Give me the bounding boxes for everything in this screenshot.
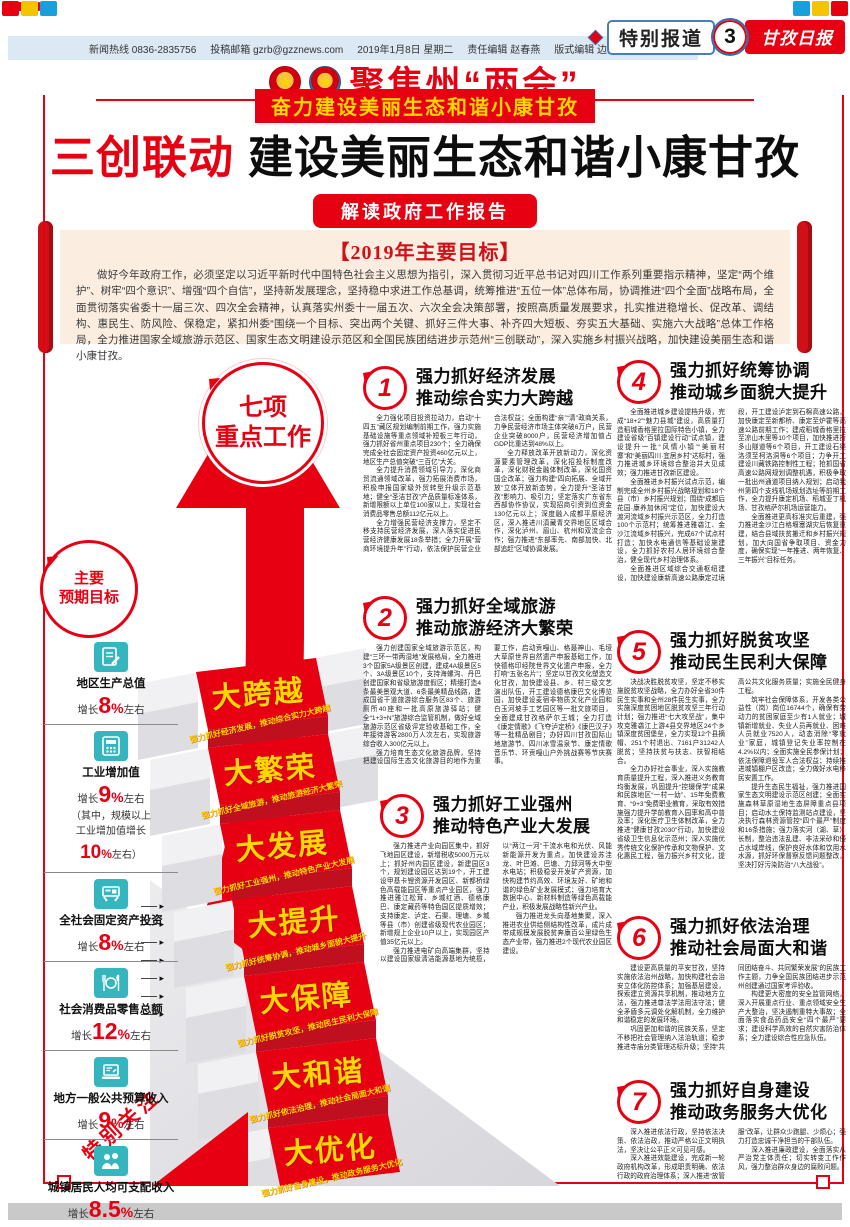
article-body: 强力推进产业向园区集中，抓好飞地园区建设，新增税收5000万元以上；抓好州内园区… <box>380 843 612 964</box>
article-2: 2 强力抓好全域旅游 推动旅游经济大繁荣 强力创建国家全域旅游示范区，构建“三环一… <box>363 596 612 792</box>
article-body: 全力强化项目投资拉动力，启动“十四五”藏区规划编制前期工作，强力实施基础设施等重… <box>363 415 612 553</box>
article-number-badge: 5 <box>617 630 661 675</box>
report-tag: 解读政府工作报告 <box>313 194 537 228</box>
article-number-badge: 7 <box>617 1080 661 1125</box>
stat-investment: 全社会固定资产投资 增长8%左右 <box>44 871 178 961</box>
stat-note: （其中，规模以上 工业增加值增长 10%左右） <box>71 811 151 863</box>
section-label: 特别报道 <box>606 19 715 55</box>
masthead-chip-icon <box>21 1 38 16</box>
article-body: 强力创建国家全域旅游示范区，构建“三环一带两湿地”发展格局，全力推进3个国家5A… <box>363 645 612 766</box>
step-label: 大繁荣 <box>222 750 318 791</box>
masthead-chip-icon <box>40 1 57 16</box>
date: 2019年1月8日 星期二 <box>357 44 454 56</box>
tibetan-masthead-chips <box>793 1 848 16</box>
slogan-bar: 奋力建设美丽生态和谐小康甘孜 <box>255 89 595 123</box>
stat-budget: 地方一般公共预算收入 增长9%左右 <box>44 1049 178 1139</box>
article-number-badge: 3 <box>380 794 424 839</box>
headline-black: 建设美丽生态和谐小康甘孜 <box>248 132 801 183</box>
step-label: 大跨越 <box>210 674 306 715</box>
urban-people-icon <box>94 1145 128 1176</box>
investment-board-icon <box>94 878 128 909</box>
article-body: 深入推进依法行政，坚持依法决策、依法治政，推动严格公正文明执法，坚决让公平正义可… <box>617 1129 846 1180</box>
article-title: 强力抓好统筹协调 推动城乡面貌大提升 <box>670 361 828 403</box>
laptop-icon <box>94 1056 128 1087</box>
goals-scroll: 【2019年主要目标】 做好今年政府工作，必须坚定以习近平新时代中国特色社会主义… <box>38 221 812 362</box>
footer-bar <box>8 1203 842 1220</box>
article-title: 强力抓好脱贫攻坚 推动民生民利大保障 <box>670 631 828 673</box>
tibetan-masthead-chips <box>2 1 57 16</box>
article-number-badge: 4 <box>617 360 661 405</box>
diamond-icon <box>587 29 604 45</box>
article-body: 建设更高质量的平安甘孜，坚持实施依法治州战略，加快构建社会治安立体化防控体系；加… <box>617 965 846 1051</box>
step-label: 大提升 <box>246 902 342 943</box>
frame-knot-icon <box>57 1175 71 1189</box>
article-7: 7 强力抓好自身建设 推动政务服务大优化 深入推进依法行政，坚持依法决策、依法治政… <box>617 1080 846 1180</box>
article-title: 强力抓好经济发展 推动综合实力大跨越 <box>416 367 574 409</box>
page-number: 3 <box>711 18 749 56</box>
header-info-bar: 新闻热线 0836-2835756 投稿邮箱 gzrb@gzznews.com … <box>8 36 698 60</box>
article-body: 全面推进城乡建设提档升级，完成“18+2”“魅力县城”建设，高质量打造稻城香格里… <box>617 409 846 582</box>
targets-sidebar: 地区生产总值 增长8%左右 工业增加值 增长9%左右 （其中，规模以上 工业增加… <box>44 636 178 1227</box>
main-targets-badge: 主要 预期目标 <box>40 540 138 638</box>
article-title: 强力抓好工业强州 推动特色产业大发展 <box>433 795 591 837</box>
article-number-badge: 6 <box>617 916 661 961</box>
goals-title: 【2019年主要目标】 <box>329 242 521 264</box>
masthead-chip-icon <box>2 1 19 16</box>
article-title: 强力抓好自身建设 推动政务服务大优化 <box>670 1081 828 1123</box>
chief-editor: 责任编辑 赵春燕 <box>467 44 541 56</box>
article-body: 决战决胜脱贫攻坚，坚定不移实施脱贫攻坚战略，全力办好全省30件民生实事和全州28… <box>617 679 846 869</box>
step-label: 大发展 <box>234 826 330 867</box>
article-6: 6 强力抓好依法治理 推动社会局面大和谐 建设更高质量的平安甘孜，坚持实施依法治州… <box>617 916 846 1078</box>
step-label: 大和谐 <box>270 1054 366 1095</box>
layout-editor: 版式编辑 边强 <box>554 44 617 56</box>
stat-retail: 社会消费品零售总额 增长12%左右 <box>44 960 178 1050</box>
goals-body: 做好今年政府工作，必须坚定以习近平新时代中国特色社会主义思想为指引，深入贯彻习近… <box>76 269 774 363</box>
dining-icon <box>94 967 128 998</box>
article-title: 强力抓好全域旅游 推动旅游经济大繁荣 <box>416 597 574 639</box>
article-3: 3 强力抓好工业强州 推动特色产业大发展 强力推进产业向园区集中，抓好飞地园区建设… <box>380 794 612 1156</box>
article-number-badge: 1 <box>363 366 407 411</box>
article-title: 强力抓好依法治理 推动社会局面大和谐 <box>670 917 828 959</box>
seven-tasks-badge: 七项 重点工作 <box>202 362 324 484</box>
hotline: 新闻热线 0836-2835756 <box>89 44 197 56</box>
masthead-chip-icon <box>831 1 848 16</box>
headline-red: 三创联动 <box>49 132 234 183</box>
stat-urban-income: 城镇居民人均可支配收入 增长8.5%左右 <box>44 1138 178 1227</box>
calculator-icon <box>94 731 128 761</box>
submission-email: 投稿邮箱 gzrb@gzznews.com <box>210 44 344 56</box>
masthead-chip-icon <box>793 1 810 16</box>
scroll-pole-icon <box>797 221 812 353</box>
article-1: 1 强力抓好经济发展 推动综合实力大跨越 全力强化项目投资拉动力，启动“十四五”藏… <box>363 366 612 592</box>
main-headline: 三创联动 建设美丽生态和谐小康甘孜 <box>0 121 850 186</box>
paper-name: 甘孜日报 <box>745 20 845 54</box>
stat-gdp: 地区生产总值 增长8%左右 <box>44 636 178 724</box>
masthead-chip-icon <box>812 1 829 16</box>
report-pencil-icon <box>94 642 128 672</box>
page-badge-group: 特别报道 3 甘孜日报 <box>587 18 845 56</box>
stat-industrial: 工业增加值 增长9%左右 （其中，规模以上 工业增加值增长 10%左右） <box>44 724 178 872</box>
step-label: 大保障 <box>258 978 354 1019</box>
scroll-pole-icon <box>38 221 53 353</box>
article-5: 5 强力抓好脱贫攻坚 推动民生民利大保障 决战决胜脱贫攻坚，坚定不移实施脱贫攻坚战… <box>617 630 846 914</box>
frame-knot-icon <box>816 1175 830 1189</box>
article-number-badge: 2 <box>363 596 407 641</box>
article-4: 4 强力抓好统筹协调 推动城乡面貌大提升 全面推进城乡建设提档升级，完成“18+2… <box>617 360 846 628</box>
